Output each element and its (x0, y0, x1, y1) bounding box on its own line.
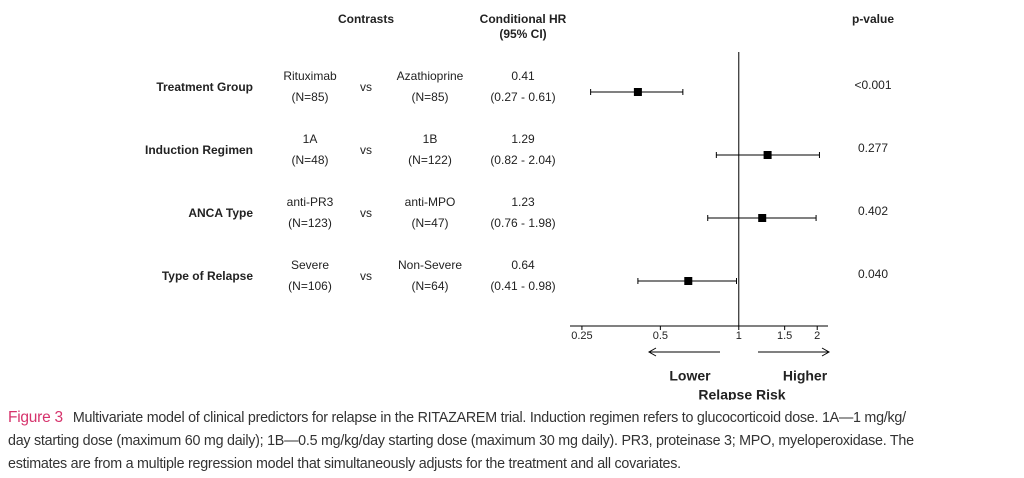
direction-label: Higher (783, 368, 828, 384)
p-value: 0.277 (858, 141, 888, 155)
n-b: (N=85) (411, 90, 448, 104)
x-tick-label: 0.25 (571, 330, 592, 342)
p-value: 0.040 (858, 267, 888, 281)
arrow-head (821, 347, 831, 357)
x-tick-label: 1 (736, 330, 742, 342)
ci-label: (0.41 - 0.98) (490, 279, 555, 293)
group-b: Non-Severe (398, 258, 462, 272)
x-tick-label: 2 (814, 330, 820, 342)
group-b: Azathioprine (397, 69, 464, 83)
ci-label: (0.27 - 0.61) (490, 90, 555, 104)
n-b: (N=122) (408, 153, 452, 167)
caption-line: estimates are from a multiple regression… (8, 456, 681, 472)
row-label: Type of Relapse (162, 269, 253, 283)
row-label: Induction Regimen (145, 143, 253, 157)
point-estimate (684, 277, 693, 285)
header-p: p-value (852, 12, 894, 26)
chart: Contrasts Conditional HR (95% CI) p-valu… (145, 12, 894, 400)
point-estimate (758, 214, 767, 222)
vs: vs (360, 206, 372, 220)
direction-label: Lower (669, 368, 711, 384)
caption-line: day starting dose (maximum 60 mg daily);… (8, 433, 914, 449)
n-a: (N=123) (288, 216, 332, 230)
vs: vs (360, 269, 372, 283)
point-estimate (763, 151, 772, 159)
n-b: (N=64) (411, 279, 448, 293)
group-b: 1B (423, 132, 438, 146)
p-value: 0.402 (858, 204, 888, 218)
row-label: Treatment Group (156, 80, 253, 94)
arrow-head (647, 347, 657, 357)
group-b: anti-MPO (405, 195, 456, 209)
caption-text: Multivariate model of clinical predictor… (72, 410, 906, 426)
hr-value: 1.29 (511, 132, 535, 146)
x-tick-label: 0.5 (653, 330, 668, 342)
group-a: Rituximab (283, 69, 337, 83)
n-a: (N=106) (288, 279, 332, 293)
n-b: (N=47) (411, 216, 448, 230)
n-a: (N=85) (291, 90, 328, 104)
row-label: ANCA Type (188, 206, 253, 220)
group-a: anti-PR3 (287, 195, 334, 209)
hr-value: 1.23 (511, 195, 535, 209)
hr-value: 0.64 (511, 258, 535, 272)
x-tick-label: 1.5 (777, 330, 792, 342)
figure-label: Figure 3 (8, 409, 63, 426)
group-a: 1A (303, 132, 318, 146)
group-a: Severe (291, 258, 329, 272)
n-a: (N=48) (291, 153, 328, 167)
header-contrasts: Contrasts (338, 12, 394, 26)
caption-line: Figure 3 Multivariate model of clinical p… (8, 406, 1020, 430)
header-hr: Conditional HR (480, 12, 567, 26)
caption: Figure 3 Multivariate model of clinical p… (8, 406, 1020, 476)
p-value: <0.001 (854, 78, 891, 92)
vs: vs (360, 80, 372, 94)
vs: vs (360, 143, 372, 157)
point-estimate (633, 88, 642, 96)
ci-label: (0.82 - 2.04) (490, 153, 555, 167)
hr-value: 0.41 (511, 69, 535, 83)
ci-label: (0.76 - 1.98) (490, 216, 555, 230)
header-ci: (95% CI) (499, 27, 546, 41)
x-axis-label: Relapse Risk (698, 387, 785, 400)
